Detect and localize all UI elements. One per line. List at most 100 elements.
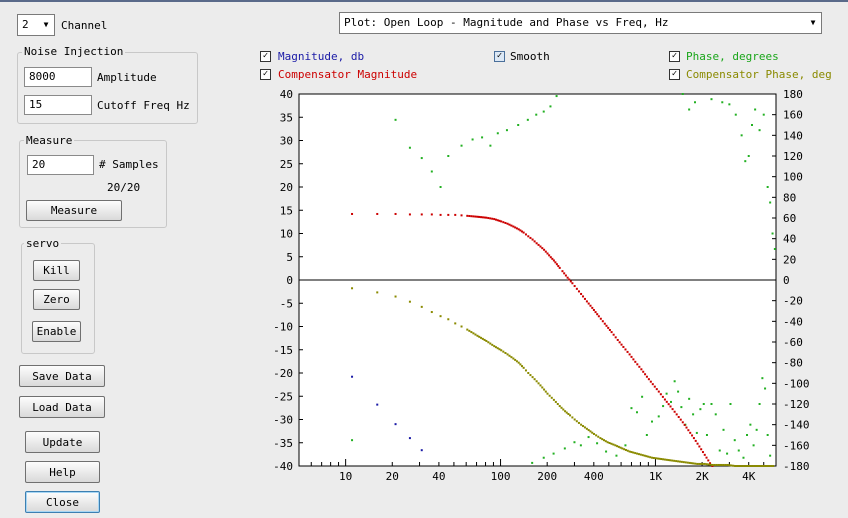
data-point: [500, 349, 503, 352]
data-point: [571, 282, 574, 285]
data-point: [711, 465, 714, 467]
data-point: [649, 456, 652, 459]
data-point: [587, 302, 590, 305]
zero-button[interactable]: Zero: [33, 289, 80, 310]
data-point: [351, 212, 354, 215]
data-point: [587, 429, 590, 432]
close-button[interactable]: Close: [25, 491, 100, 513]
data-point: [751, 465, 754, 467]
smooth-checkbox-label[interactable]: Smooth: [510, 50, 550, 63]
help-button[interactable]: Help: [25, 461, 100, 483]
measure-button[interactable]: Measure: [26, 200, 122, 221]
data-point: [690, 462, 693, 465]
kill-button[interactable]: Kill: [33, 260, 80, 281]
data-point: [660, 458, 663, 461]
enable-button[interactable]: Enable: [32, 321, 81, 342]
data-point: [557, 265, 560, 268]
data-point: [732, 464, 735, 467]
data-point: [376, 212, 379, 215]
data-point: [554, 261, 557, 264]
data-point: [626, 449, 629, 452]
data-point: [612, 443, 615, 446]
data-point: [681, 421, 684, 424]
data-point: [762, 113, 765, 116]
data-point: [649, 380, 652, 383]
data-point: [554, 400, 557, 403]
data-point: [755, 465, 758, 467]
smooth-checkbox[interactable]: ✓: [494, 51, 505, 62]
magnitude-checkbox-label[interactable]: Magnitude, db: [278, 50, 365, 63]
data-point: [710, 98, 713, 101]
data-point: [702, 403, 705, 405]
data-point: [764, 465, 767, 467]
data-point: [563, 272, 566, 275]
data-point: [724, 463, 727, 466]
phase-checkbox[interactable]: ✓: [669, 51, 680, 62]
save-data-button[interactable]: Save Data: [19, 365, 105, 387]
samples-input[interactable]: 20: [27, 155, 94, 175]
data-point: [662, 458, 665, 461]
data-point: [548, 254, 551, 257]
load-data-button[interactable]: Load Data: [19, 396, 105, 418]
data-point: [696, 442, 699, 445]
data-point: [718, 449, 721, 452]
data-point: [563, 447, 566, 450]
data-point: [555, 95, 558, 98]
channel-select[interactable]: 2 ▼: [17, 14, 55, 36]
data-point: [601, 320, 604, 323]
data-point: [624, 444, 627, 447]
comp-magnitude-checkbox[interactable]: ✓: [260, 69, 271, 80]
update-button[interactable]: Update: [25, 431, 100, 453]
channel-value: 2: [22, 18, 29, 31]
data-point: [628, 450, 631, 453]
comp-phase-checkbox[interactable]: ✓: [669, 69, 680, 80]
data-point: [521, 365, 524, 368]
plot-type-select[interactable]: Plot: Open Loop - Magnitude and Phase vs…: [339, 12, 822, 34]
data-point: [682, 461, 685, 464]
amplitude-input[interactable]: 8000: [24, 67, 92, 87]
data-point: [533, 378, 536, 381]
data-point: [599, 317, 602, 320]
data-point: [526, 118, 529, 121]
data-point: [535, 113, 538, 116]
magnitude-checkbox[interactable]: ✓: [260, 51, 271, 62]
data-point: [645, 375, 648, 378]
comp-phase-checkbox-label[interactable]: Compensator Phase, deg: [686, 68, 832, 81]
noise-injection-title: Noise Injection: [22, 45, 126, 58]
data-point: [524, 233, 527, 236]
data-point: [671, 459, 674, 462]
y-right-tick-label: 0: [783, 274, 790, 287]
data-point: [619, 446, 622, 449]
data-point: [616, 445, 619, 448]
data-point: [670, 400, 673, 403]
data-point: [552, 398, 555, 401]
data-point: [376, 403, 379, 406]
data-point: [747, 465, 750, 467]
phase-checkbox-label[interactable]: Phase, degrees: [686, 50, 779, 63]
data-point: [491, 217, 494, 220]
data-point: [460, 325, 463, 328]
data-point: [705, 434, 708, 436]
data-point: [736, 465, 739, 467]
cutoff-freq-input[interactable]: 15: [24, 95, 92, 115]
data-point: [744, 160, 747, 163]
data-point: [487, 341, 490, 344]
data-point: [504, 352, 507, 355]
data-point: [630, 355, 633, 358]
data-point: [550, 396, 553, 399]
data-point: [634, 360, 637, 363]
data-point: [651, 420, 654, 423]
data-point: [667, 459, 670, 462]
data-point: [575, 287, 578, 290]
data-point: [701, 462, 704, 465]
data-point: [515, 360, 518, 363]
data-point: [694, 101, 697, 104]
y-right-tick-label: 80: [783, 191, 796, 204]
comp-magnitude-checkbox-label[interactable]: Compensator Magnitude: [278, 68, 418, 81]
data-point: [592, 308, 595, 311]
data-point: [539, 384, 542, 387]
data-point: [680, 406, 683, 409]
data-point: [721, 101, 724, 104]
data-point: [502, 350, 505, 353]
data-point: [573, 285, 576, 288]
